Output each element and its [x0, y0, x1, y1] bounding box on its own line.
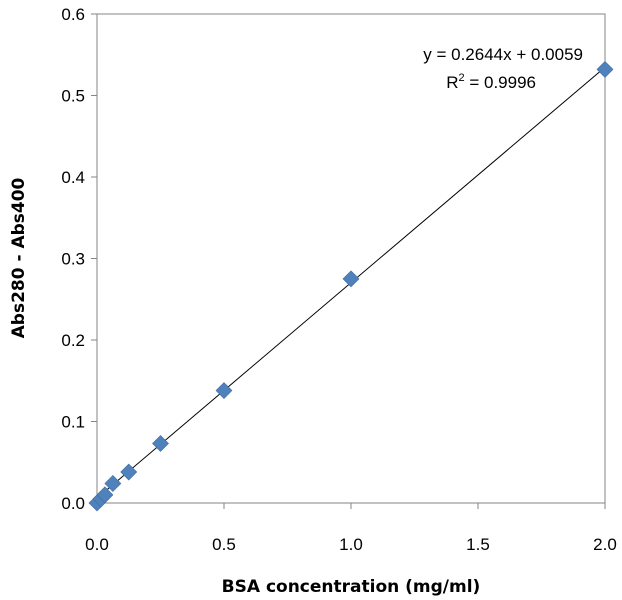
data-point	[152, 435, 169, 452]
r-squared-prefix: R	[446, 73, 458, 92]
y-tick-label: 0.0	[61, 494, 85, 513]
data-point	[596, 60, 614, 78]
y-tick-label: 0.2	[61, 331, 85, 350]
r-squared-superscript: 2	[459, 72, 465, 84]
y-tick-label: 0.1	[61, 413, 85, 432]
x-tick-label: 2.0	[593, 535, 617, 554]
x-tick-label: 0.5	[212, 535, 236, 554]
data-points	[88, 60, 614, 512]
x-axis-ticks: 0.0 0.5 1.0 1.5 2.0	[85, 503, 617, 554]
y-tick-label: 0.6	[61, 5, 85, 24]
y-tick-label: 0.3	[61, 250, 85, 269]
data-point	[104, 475, 122, 492]
plot-area	[96, 13, 606, 504]
data-point	[96, 486, 114, 504]
x-tick-label: 1.5	[466, 535, 490, 554]
r-squared-label: R2 = 0.9996	[446, 72, 536, 92]
trendline-equation: y = 0.2644x + 0.0059	[423, 45, 583, 64]
x-tick-label: 1.0	[339, 535, 363, 554]
y-tick-label: 0.4	[61, 168, 85, 187]
data-point	[120, 463, 138, 481]
r-squared-value: = 0.9996	[465, 73, 536, 92]
data-point	[215, 382, 233, 399]
data-point	[342, 270, 360, 288]
y-axis-ticks: 0.0 0.1 0.2 0.3 0.4 0.5 0.6	[61, 5, 97, 513]
x-axis-title: BSA concentration (mg/ml)	[222, 577, 481, 597]
y-tick-label: 0.5	[61, 87, 85, 106]
x-tick-label: 0.0	[85, 535, 109, 554]
y-axis-title: Abs280 - Abs400	[9, 177, 29, 338]
